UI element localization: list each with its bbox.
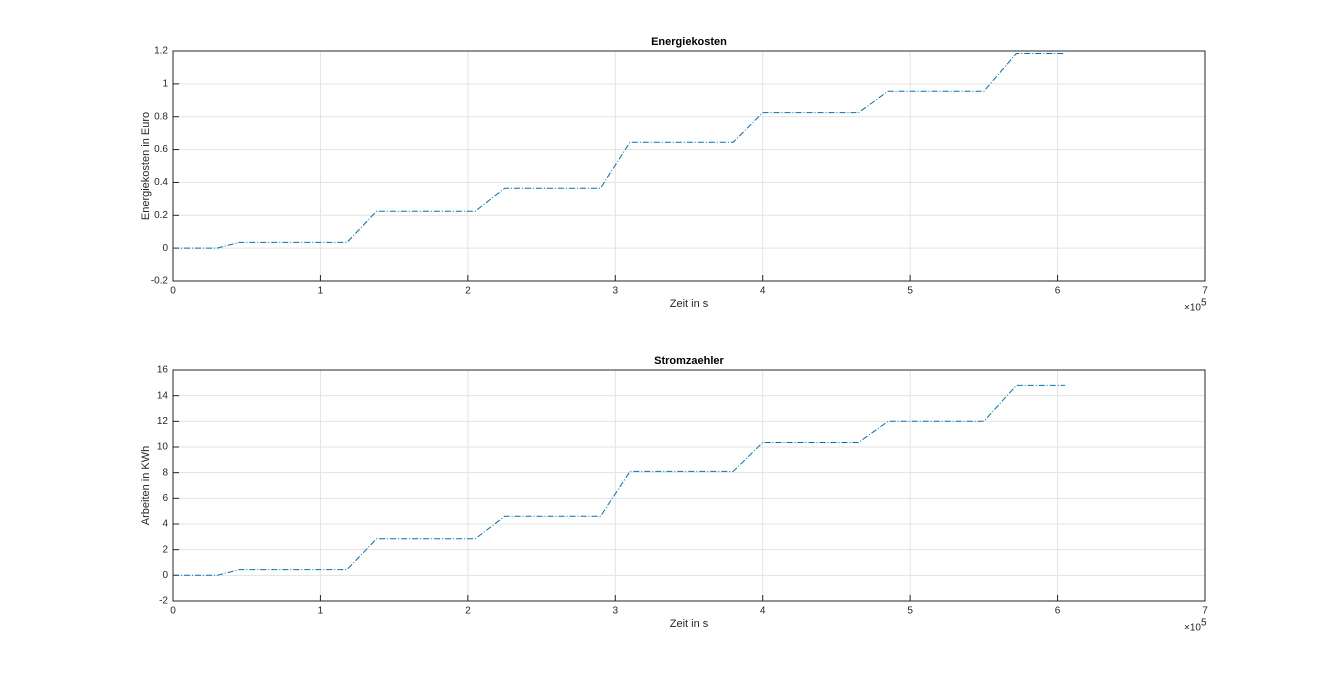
plot-area xyxy=(173,51,1205,281)
x-tick-label: 2 xyxy=(465,606,471,617)
x-multiplier: ×10 xyxy=(1184,303,1201,314)
x-tick-label: 2 xyxy=(465,286,471,297)
y-axis-label: Arbeiten in KWh xyxy=(140,446,152,525)
x-tick-label: 0 xyxy=(170,606,176,617)
x-tick-label: 6 xyxy=(1055,606,1061,617)
axes-box xyxy=(172,369,1206,602)
x-multiplier-exponent: 5 xyxy=(1201,618,1207,629)
x-axis-label: Zeit in s xyxy=(670,298,709,310)
x-multiplier-exponent: 5 xyxy=(1201,298,1207,309)
chart-title: Energiekosten xyxy=(651,36,727,48)
x-tick-label: 4 xyxy=(760,286,766,297)
y-tick-label: 0.2 xyxy=(154,210,168,221)
x-tick-label: 1 xyxy=(318,606,324,617)
x-tick-label: 3 xyxy=(613,606,619,617)
y-tick-label: 4 xyxy=(162,519,168,530)
x-axis-label: Zeit in s xyxy=(670,618,709,630)
y-tick-label: 0.4 xyxy=(154,177,168,188)
y-tick-label: 14 xyxy=(157,390,169,401)
y-tick-label: 1 xyxy=(162,78,168,89)
x-tick-label: 7 xyxy=(1202,606,1208,617)
x-tick-label: 4 xyxy=(760,606,766,617)
y-tick-label: -0.2 xyxy=(151,276,169,287)
y-tick-label: 0.6 xyxy=(154,144,168,155)
x-tick-label: 3 xyxy=(613,286,619,297)
y-tick-label: 0 xyxy=(162,243,168,254)
y-tick-label: 0.8 xyxy=(154,111,168,122)
y-tick-label: -2 xyxy=(159,596,168,607)
y-tick-label: 2 xyxy=(162,544,168,555)
y-axis-label: Energiekosten in Euro xyxy=(140,112,152,220)
y-tick-label: 6 xyxy=(162,493,168,504)
y-tick-label: 8 xyxy=(162,467,168,478)
y-tick-label: 12 xyxy=(157,416,169,427)
chart-title: Stromzaehler xyxy=(654,355,724,367)
x-tick-label: 6 xyxy=(1055,286,1061,297)
y-tick-label: 10 xyxy=(157,442,169,453)
y-tick-label: 1.2 xyxy=(154,46,168,57)
x-multiplier: ×10 xyxy=(1184,623,1201,634)
x-tick-label: 1 xyxy=(318,286,324,297)
y-tick-label: 16 xyxy=(157,365,169,376)
axes-box xyxy=(172,50,1206,282)
y-tick-label: 0 xyxy=(162,570,168,581)
x-tick-label: 0 xyxy=(170,286,176,297)
plot-area xyxy=(173,370,1205,601)
x-tick-label: 5 xyxy=(907,606,913,617)
data-line xyxy=(173,53,1065,249)
x-tick-label: 5 xyxy=(907,286,913,297)
data-line xyxy=(173,384,1065,576)
x-tick-label: 7 xyxy=(1202,286,1208,297)
